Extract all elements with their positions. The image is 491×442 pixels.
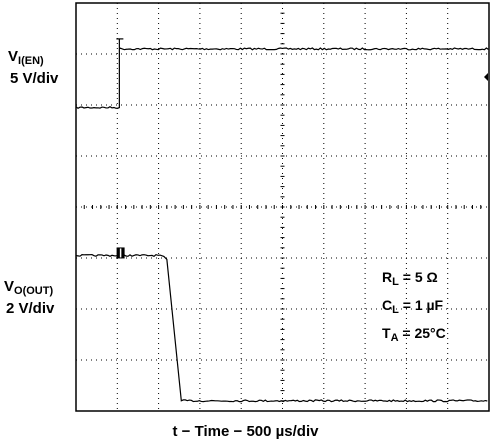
condition-load-resistance: RL = 5 Ω [382, 269, 438, 288]
channel-en-label: VI(EN) 5 V/div [8, 48, 58, 88]
trace-enable-voltage [75, 38, 489, 110]
channel-en-scale: 5 V/div [10, 70, 59, 87]
conditions-box: RL = 5 Ω CL = 1 µF TA = 25°C [382, 266, 446, 350]
plot-traces [75, 38, 489, 403]
plot-grid [75, 2, 490, 412]
condition-ambient-temperature: TA = 25°C [382, 325, 446, 344]
trace-output-voltage [75, 253, 488, 403]
channel-out-label: VO(OUT) 2 V/div [4, 278, 54, 318]
trigger-level-arrow [484, 72, 488, 81]
x-axis-label: t − Time − 500 µs/div [172, 423, 319, 440]
channel-out-name: VO(OUT) [4, 278, 54, 297]
condition-load-capacitance: CL = 1 µF [382, 297, 444, 316]
channel-out-scale: 2 V/div [6, 300, 55, 317]
channel-en-name: VI(EN) [8, 48, 44, 67]
